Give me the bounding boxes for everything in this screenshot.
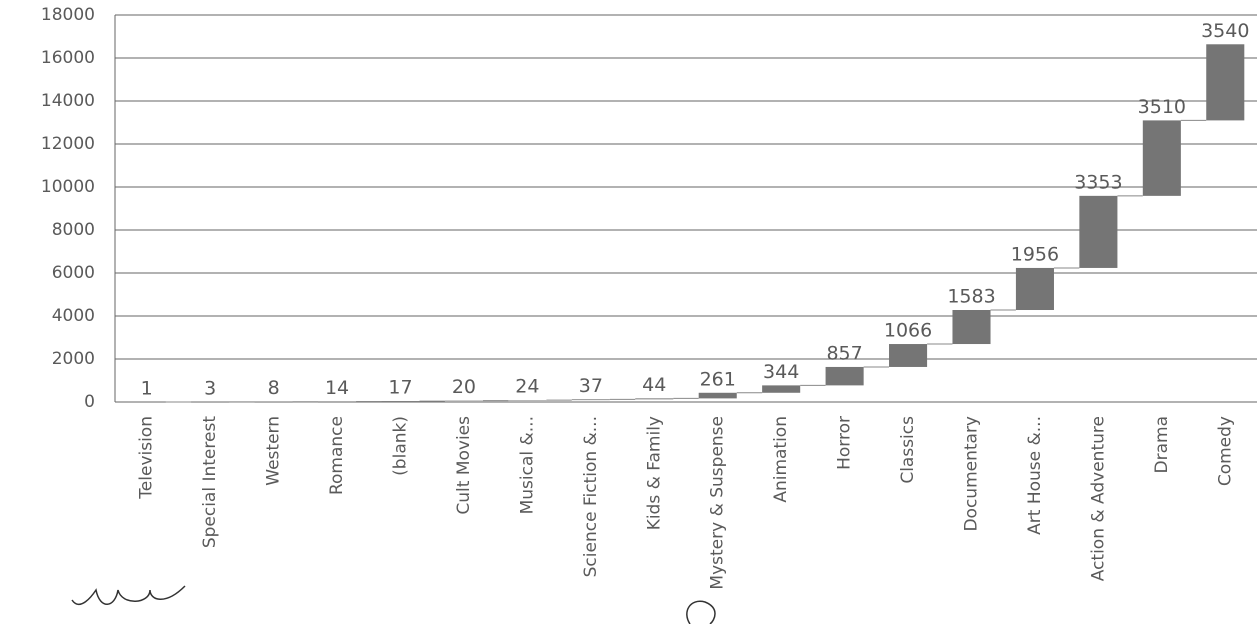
data-label: 3540 [1201,20,1249,42]
bar [952,310,991,345]
bar [889,344,928,367]
bar [1015,267,1054,311]
decoration [686,600,716,624]
x-tick-label: Musical &... [517,416,537,514]
data-label: 24 [515,376,539,398]
y-tick-label: 6000 [52,263,95,283]
bar [571,399,610,401]
bar [1142,120,1181,196]
data-label: 344 [763,361,799,383]
x-tick-label: Comedy [1215,416,1235,486]
x-tick-label: Art House &... [1025,416,1045,535]
bar [762,385,801,393]
x-tick-label: Western [264,416,284,486]
bar [635,398,674,400]
data-label: 14 [325,377,349,399]
data-label: 1583 [947,286,995,308]
y-tick-label: 16000 [41,48,95,68]
y-tick-label: 2000 [52,349,95,369]
x-tick-label: (blank) [391,416,411,476]
data-label: 1066 [884,320,932,342]
y-tick-label: 14000 [41,91,95,111]
data-label: 3353 [1074,171,1122,193]
data-label: 261 [700,368,736,390]
x-tick-label: Classics [898,416,918,484]
x-tick-label: Kids & Family [644,416,664,530]
x-tick-label: Cult Movies [454,416,474,515]
data-label: 17 [388,377,412,399]
bar [508,400,547,401]
x-tick-label: Special Interest [200,416,220,548]
bar [698,392,737,399]
y-tick-label: 8000 [52,220,95,240]
x-tick-label: Horror [835,416,855,470]
data-label: 8 [268,377,280,399]
data-label: 1956 [1011,243,1059,265]
y-tick-label: 18000 [41,5,95,25]
x-tick-label: Science Fiction &... [581,416,601,577]
x-tick-label: Documentary [962,416,982,532]
data-label: 857 [826,342,862,364]
bar [825,366,864,386]
bar [1079,195,1118,268]
x-tick-label: Drama [1152,416,1172,473]
data-label: 3 [204,377,216,399]
y-tick-label: 10000 [41,177,95,197]
y-tick-label: 0 [84,392,95,412]
data-label: 44 [642,374,666,396]
data-label: 37 [579,375,603,397]
x-tick-label: Romance [327,416,347,495]
data-label: 20 [452,376,476,398]
x-tick-label: Animation [771,416,791,503]
data-label: 3510 [1138,96,1186,118]
y-tick-label: 12000 [41,134,95,154]
x-tick-label: Television [137,416,157,500]
y-tick-label: 4000 [52,306,95,326]
decoration [71,585,186,606]
x-tick-label: Action & Adventure [1088,416,1108,581]
x-tick-label: Mystery & Suspense [708,416,728,590]
bar [1206,44,1245,121]
data-label: 1 [141,377,153,399]
